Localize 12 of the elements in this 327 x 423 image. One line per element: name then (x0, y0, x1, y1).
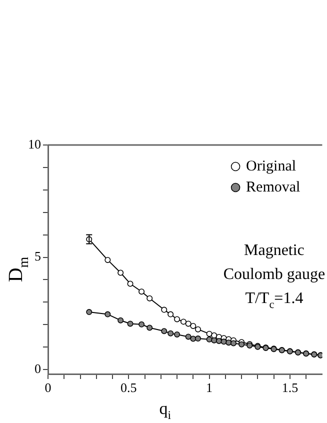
x-tick-label: 1 (206, 380, 213, 396)
y-tick-label: 0 (34, 360, 41, 376)
y-tick-label: 10 (28, 136, 41, 152)
x-tick-label: 1.5 (282, 380, 298, 396)
annotation: Coulomb gauge (223, 266, 326, 283)
legend-label: Original (246, 158, 296, 174)
y-tick-label: 5 (34, 248, 41, 264)
legend-label: Removal (246, 179, 300, 196)
x-tick-label: 0.5 (120, 380, 137, 396)
annotation: Magnetic (244, 242, 304, 259)
x-tick-label: 0 (44, 380, 52, 396)
y-axis-title: Dm (5, 256, 32, 282)
